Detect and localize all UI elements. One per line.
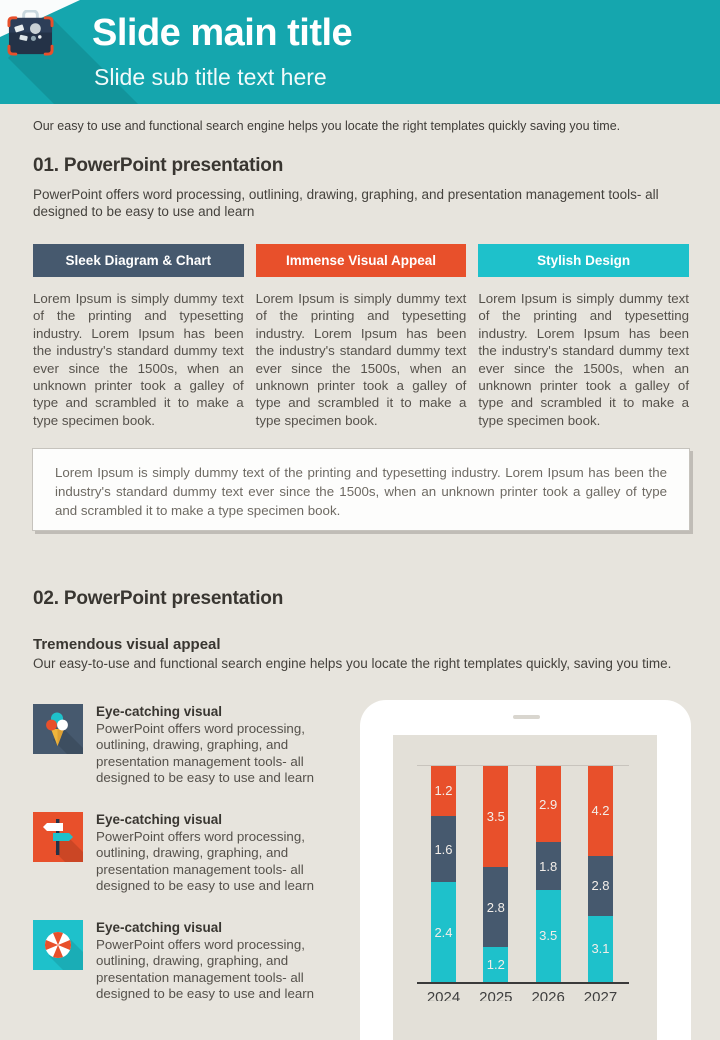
feature-item: Eye-catching visual PowerPoint offers wo… bbox=[33, 704, 352, 787]
chart-segment-middle-slate: 1.6 bbox=[431, 815, 456, 883]
header-banner: Slide main title Slide sub title text he… bbox=[0, 0, 720, 104]
signpost-icon bbox=[33, 812, 83, 862]
chart-segment-middle-slate: 1.8 bbox=[535, 842, 561, 890]
column-header-teal: Stylish Design bbox=[478, 244, 690, 277]
summary-text: Lorem Ipsum is simply dummy text of the … bbox=[55, 465, 667, 518]
beachball-icon bbox=[33, 920, 83, 970]
tablet-mockup: 1.2 1.6 2.4 3.5 2.8 1.2 2.9 1.8 3.5 4.2 2.8 3.1 202… bbox=[360, 700, 691, 1040]
chart-segment-middle-slate: 2.8 bbox=[483, 866, 509, 948]
chart-x-tick-label: 2027 bbox=[583, 990, 618, 1001]
section1-heading: 01. PowerPoint presentation bbox=[33, 155, 284, 176]
chart-value-label: 2.8 bbox=[591, 878, 610, 894]
summary-box: Lorem Ipsum is simply dummy text of the … bbox=[32, 448, 690, 531]
feature-body: PowerPoint offers word processing, outli… bbox=[96, 829, 315, 894]
column-header-slate: Sleek Diagram & Chart bbox=[33, 244, 244, 277]
chart-bar: 1.2 1.6 2.4 bbox=[431, 766, 456, 982]
chart-segment-top-orange: 2.9 bbox=[535, 766, 561, 843]
feature-item: Eye-catching visual PowerPoint offers wo… bbox=[33, 920, 352, 1003]
feature-title: Eye-catching visual bbox=[96, 704, 223, 719]
column-immense-visual: Immense Visual Appeal Lorem Ipsum is sim… bbox=[255, 244, 467, 429]
suitcase-icon bbox=[7, 9, 54, 62]
slide-main-title: Slide main title bbox=[92, 12, 353, 54]
column-body: Lorem Ipsum is simply dummy text of the … bbox=[33, 291, 244, 428]
chart-segment-top-orange: 1.2 bbox=[431, 766, 456, 816]
feature-title: Eye-catching visual bbox=[96, 812, 223, 827]
chart-value-label: 2.9 bbox=[539, 796, 558, 812]
feature-text: Eye-catching visual PowerPoint offers wo… bbox=[96, 704, 352, 787]
chart-value-label: 1.2 bbox=[434, 783, 453, 799]
feature-text: Eye-catching visual PowerPoint offers wo… bbox=[96, 920, 352, 1003]
chart-value-label: 4.2 bbox=[591, 803, 610, 819]
chart-bar: 3.5 2.8 1.2 bbox=[483, 766, 509, 982]
chart-top-gridline bbox=[417, 765, 629, 766]
chart-value-label: 3.1 bbox=[591, 941, 610, 957]
chart-value-label: 1.6 bbox=[434, 841, 453, 857]
chart-segment-bottom-teal: 1.2 bbox=[483, 947, 509, 982]
column-sleek-diagram: Sleek Diagram & Chart Lorem Ipsum is sim… bbox=[33, 244, 244, 429]
chart-bar: 2.9 1.8 3.5 bbox=[535, 766, 561, 982]
chart-value-label: 3.5 bbox=[539, 928, 558, 944]
slide-sub-title: Slide sub title text here bbox=[94, 64, 327, 90]
chart-value-label: 2.8 bbox=[486, 899, 505, 915]
intro-text: Our easy to use and functional search en… bbox=[33, 119, 621, 133]
chart-x-tick-label: 2024 bbox=[426, 990, 461, 1001]
chart-value-label: 2.4 bbox=[434, 924, 453, 940]
chart-value-label: 1.8 bbox=[539, 858, 558, 874]
section2-lead: Our easy-to-use and functional search en… bbox=[33, 656, 672, 671]
section2-subheading: Tremendous visual appeal bbox=[33, 636, 221, 653]
chart-bar: 4.2 2.8 3.1 bbox=[587, 766, 613, 982]
chart-x-tick-label: 2025 bbox=[479, 990, 513, 1001]
tablet-speaker-bar bbox=[512, 715, 540, 719]
section1-lead: PowerPoint offers word processing, outli… bbox=[33, 187, 659, 219]
chart-segment-top-orange: 4.2 bbox=[587, 766, 613, 856]
column-stylish-design: Stylish Design Lorem Ipsum is simply dum… bbox=[478, 244, 690, 429]
ice-cream-icon bbox=[33, 704, 83, 754]
chart-plot: 1.2 1.6 2.4 3.5 2.8 1.2 2.9 1.8 3.5 4.2 2.8 3.1 bbox=[431, 766, 613, 982]
column-header-orange: Immense Visual Appeal bbox=[255, 244, 467, 277]
chart-x-labels: 2024 2025 2026 2027 bbox=[423, 990, 621, 1001]
chart-segment-bottom-teal: 2.4 bbox=[431, 882, 456, 982]
feature-body: PowerPoint offers word processing, outli… bbox=[96, 937, 315, 1002]
section2-heading: 02. PowerPoint presentation bbox=[33, 588, 284, 609]
column-body: Lorem Ipsum is simply dummy text of the … bbox=[478, 291, 690, 428]
chart-value-label: 3.5 bbox=[486, 808, 505, 824]
feature-text: Eye-catching visual PowerPoint offers wo… bbox=[96, 812, 352, 895]
feature-columns: Sleek Diagram & Chart Lorem Ipsum is sim… bbox=[33, 244, 690, 429]
column-body: Lorem Ipsum is simply dummy text of the … bbox=[255, 291, 467, 428]
chart-x-axis bbox=[417, 982, 629, 984]
feature-body: PowerPoint offers word processing, outli… bbox=[96, 721, 315, 786]
chart-segment-top-orange: 3.5 bbox=[483, 766, 509, 867]
feature-title: Eye-catching visual bbox=[96, 920, 223, 935]
chart-segment-bottom-teal: 3.5 bbox=[535, 889, 561, 982]
chart-segment-middle-slate: 2.8 bbox=[587, 855, 613, 916]
chart-x-tick-label: 2026 bbox=[531, 990, 565, 1001]
chart-value-label: 1.2 bbox=[486, 957, 505, 973]
feature-item: Eye-catching visual PowerPoint offers wo… bbox=[33, 812, 352, 895]
chart-segment-bottom-teal: 3.1 bbox=[587, 915, 613, 982]
tablet-screen: 1.2 1.6 2.4 3.5 2.8 1.2 2.9 1.8 3.5 4.2 2.8 3.1 202… bbox=[393, 735, 657, 1040]
